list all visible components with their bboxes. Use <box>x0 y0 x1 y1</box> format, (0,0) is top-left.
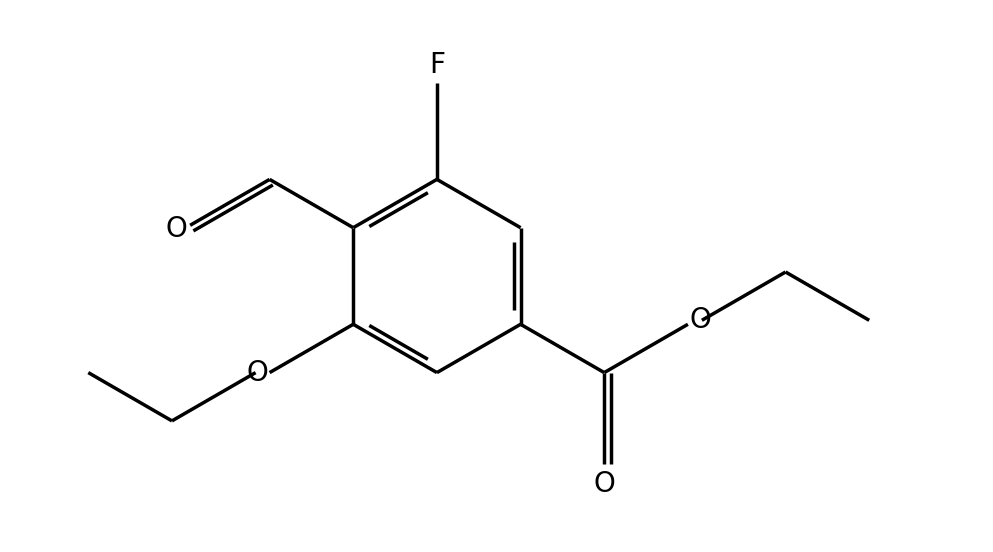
Text: O: O <box>594 470 615 498</box>
Text: O: O <box>246 359 268 386</box>
Text: O: O <box>165 215 187 243</box>
Text: F: F <box>429 51 445 79</box>
Text: O: O <box>689 306 711 335</box>
